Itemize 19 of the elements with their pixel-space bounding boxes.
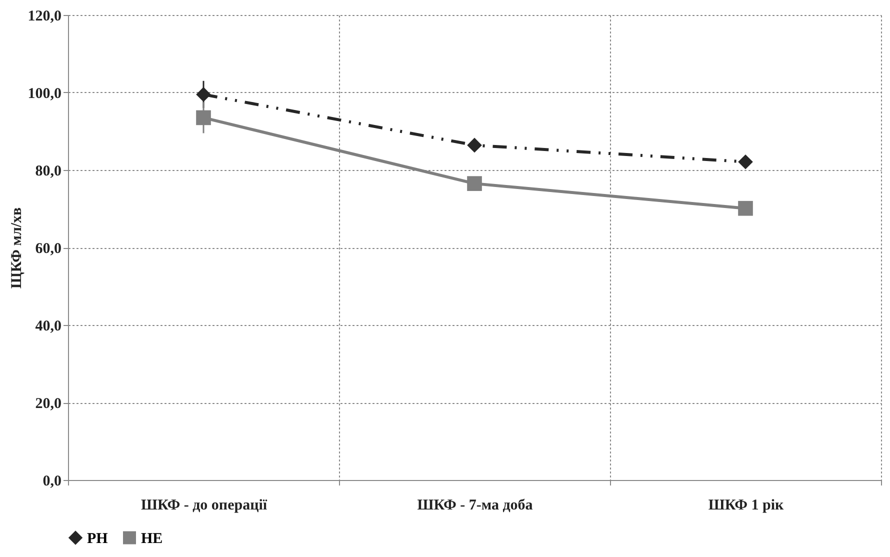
x-tick-label: ШКФ - до операції: [140, 498, 268, 514]
point: [738, 154, 753, 170]
point: [467, 176, 482, 191]
y-tick-label: 20,0: [35, 396, 62, 412]
y-tick-label: 40,0: [35, 318, 62, 334]
y-tick-label: 80,0: [35, 164, 62, 180]
x-tick-label: ШКФ 1 рік: [708, 498, 784, 514]
legend-label: НЕ: [141, 530, 163, 547]
legend-label: РН: [87, 530, 108, 547]
point: [738, 200, 753, 216]
y-tick-label: 120,0: [28, 8, 62, 24]
point: [196, 87, 211, 102]
x-tick-label: ШКФ - 7-ма доба: [417, 498, 534, 514]
y-axis-title: ЩКФ мл/хв: [8, 207, 25, 289]
point: [467, 138, 482, 153]
point: [196, 110, 211, 126]
y-tick-label: 0,0: [42, 474, 62, 490]
y-tick-label: 100,0: [28, 86, 62, 102]
y-tick-label: 60,0: [35, 241, 62, 257]
